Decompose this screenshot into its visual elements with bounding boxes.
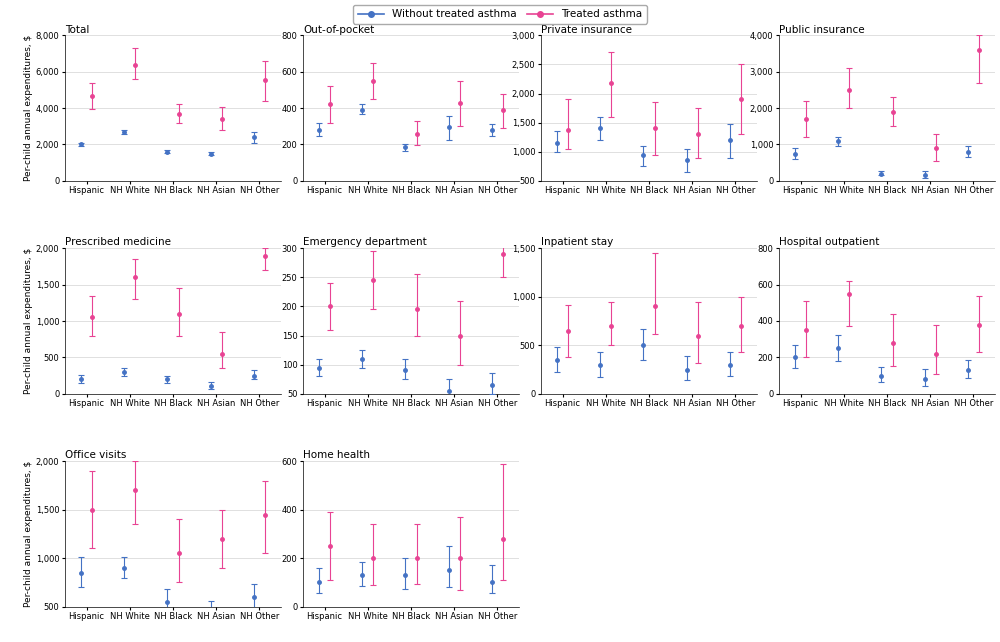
Legend: Without treated asthma, Treated asthma: Without treated asthma, Treated asthma — [353, 5, 647, 24]
Text: Public insurance: Public insurance — [779, 24, 865, 35]
Text: Total: Total — [65, 24, 89, 35]
Text: Inpatient stay: Inpatient stay — [541, 238, 613, 247]
Text: Hospital outpatient: Hospital outpatient — [779, 238, 879, 247]
Text: Private insurance: Private insurance — [541, 24, 632, 35]
Y-axis label: Per-child annual expenditures, $: Per-child annual expenditures, $ — [24, 248, 33, 394]
Y-axis label: Per-child annual expenditures, $: Per-child annual expenditures, $ — [24, 35, 33, 181]
Text: Emergency department: Emergency department — [303, 238, 427, 247]
Text: Office visits: Office visits — [65, 451, 126, 460]
Text: Prescribed medicine: Prescribed medicine — [65, 238, 171, 247]
Y-axis label: Per-child annual expenditures, $: Per-child annual expenditures, $ — [24, 461, 33, 607]
Text: Home health: Home health — [303, 451, 370, 460]
Text: Out-of-pocket: Out-of-pocket — [303, 24, 374, 35]
